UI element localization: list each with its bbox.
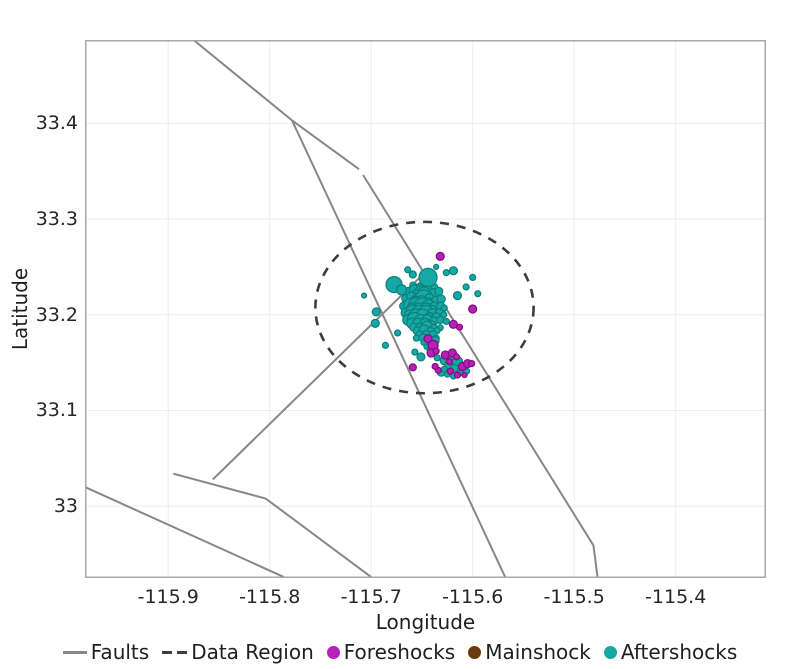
foreshocks-point (452, 353, 461, 361)
legend-label-foreshocks: Foreshocks (343, 640, 456, 664)
legend-label-aftershocks: Aftershocks (620, 640, 738, 664)
foreshocks-point (432, 347, 440, 355)
data-region-dash-swatch (162, 650, 188, 654)
aftershocks-point (404, 266, 412, 274)
x-axis-title: Longitude (375, 610, 476, 634)
x-tick-label: -115.9 (137, 586, 199, 608)
faults-line-swatch (62, 650, 87, 654)
aftershocks-point (371, 307, 381, 317)
aftershocks-point (408, 270, 417, 279)
data-region-ellipse (314, 220, 535, 395)
fault-line (212, 277, 420, 481)
y-tick-label: 33.2 (35, 303, 78, 326)
aftershocks-point (469, 273, 477, 282)
aftershocks-point (462, 283, 470, 291)
legend-label-faults: Faults (90, 640, 150, 664)
foreshocks-point (423, 334, 433, 344)
aftershocks-point (416, 352, 426, 362)
fault-line (291, 119, 507, 578)
y-tick-label: 33.4 (35, 112, 78, 135)
aftershocks-point (440, 365, 448, 373)
x-tick-label: -115.4 (645, 586, 707, 608)
aftershocks-point (411, 348, 419, 356)
aftershocks-point (440, 311, 448, 319)
aftershocks-point (452, 290, 463, 301)
aftershocks-point (433, 263, 440, 270)
legend-item-aftershocks: Aftershocks (603, 640, 738, 664)
x-tick-label: -115.5 (543, 586, 605, 608)
legend: Faults Data Region Foreshocks Mainshock … (0, 640, 800, 664)
aftershocks-point (434, 286, 444, 296)
aftershocks-point (448, 266, 459, 276)
aftershocks-point (474, 290, 482, 298)
foreshocks-point (445, 358, 453, 366)
foreshocks-point (408, 363, 417, 372)
x-tick-label: -115.7 (340, 586, 402, 608)
legend-label-data-region: Data Region (191, 640, 314, 664)
fault-line (85, 486, 285, 578)
aftershocks-point (381, 341, 390, 349)
aftershocks-point (442, 269, 450, 277)
foreshocks-point (455, 323, 464, 331)
fault-line (173, 472, 372, 578)
foreshocks-point (461, 371, 468, 379)
x-tick-label: -115.8 (239, 586, 301, 608)
foreshocks-dot-swatch (326, 645, 340, 659)
y-tick-label: 33 (53, 495, 78, 518)
fault-line (192, 40, 360, 171)
aftershocks-point (440, 304, 448, 312)
map-canvas (85, 40, 766, 578)
aftershocks-point (418, 267, 438, 288)
aftershocks-point (436, 315, 445, 325)
foreshocks-point (435, 251, 445, 261)
plot-area (85, 40, 766, 578)
legend-label-mainshock: Mainshock (485, 640, 591, 664)
aftershocks-point (396, 284, 408, 296)
plot-frame (85, 40, 766, 578)
aftershocks-point (370, 318, 380, 328)
legend-item-mainshock: Mainshock (468, 640, 591, 664)
legend-item-foreshocks: Foreshocks (326, 640, 456, 664)
aftershocks-dot-swatch (603, 645, 617, 659)
foreshocks-point (431, 362, 439, 371)
foreshocks-point (468, 304, 478, 314)
y-tick-label: 33.1 (35, 399, 78, 422)
legend-item-faults: Faults (62, 640, 150, 664)
aftershocks-point (442, 317, 450, 326)
legend-item-data-region: Data Region (162, 640, 314, 664)
aftershocks-point (433, 354, 441, 362)
foreshocks-point (468, 359, 476, 368)
y-tick-label: 33.3 (35, 208, 78, 230)
aftershocks-point (393, 329, 402, 337)
mainshock-dot-swatch (468, 645, 482, 659)
aftershocks-point (360, 292, 368, 299)
foreshocks-point (446, 367, 454, 375)
x-tick-label: -115.6 (442, 586, 504, 608)
foreshocks-point (453, 371, 462, 379)
